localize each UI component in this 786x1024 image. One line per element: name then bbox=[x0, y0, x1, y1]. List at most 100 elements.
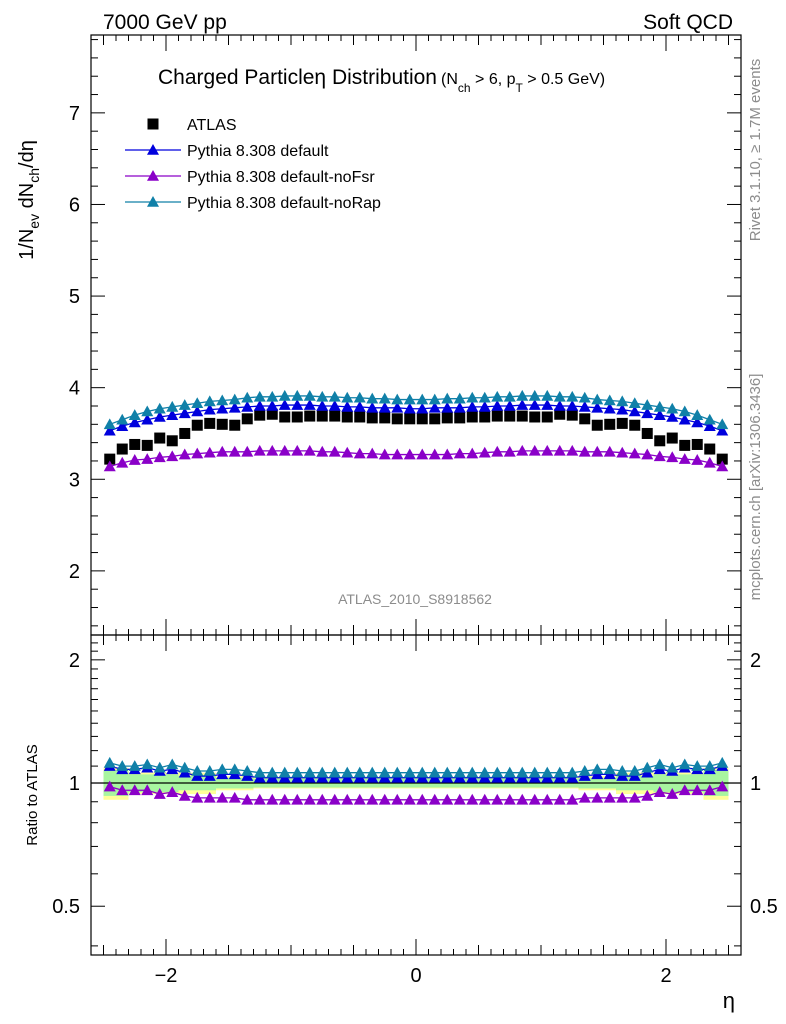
ratio-point bbox=[678, 784, 691, 796]
main-point bbox=[666, 410, 679, 422]
title-cuts: (N bbox=[441, 71, 458, 88]
ratio-point bbox=[278, 766, 291, 778]
ratio-point bbox=[528, 793, 541, 805]
ratio-point bbox=[691, 784, 704, 796]
main-point bbox=[228, 393, 241, 405]
main-point bbox=[216, 394, 229, 406]
main-point bbox=[628, 405, 641, 417]
main-point bbox=[203, 395, 216, 407]
ratio-point bbox=[653, 758, 666, 770]
main-point bbox=[141, 413, 154, 425]
main-point bbox=[116, 456, 129, 468]
ratio-point bbox=[691, 760, 704, 771]
ratio-point bbox=[291, 766, 304, 778]
main-point bbox=[166, 409, 179, 420]
main-point-atlas bbox=[704, 443, 716, 455]
main-point bbox=[341, 400, 354, 412]
main-point bbox=[553, 390, 566, 402]
main-point bbox=[716, 460, 729, 472]
main-point bbox=[191, 447, 204, 459]
ratio-point bbox=[416, 766, 429, 778]
main-point-atlas bbox=[504, 410, 516, 422]
ratio-point bbox=[341, 793, 354, 805]
main-point bbox=[653, 400, 666, 412]
title-cuts-sub2: T bbox=[516, 81, 524, 95]
main-point bbox=[603, 402, 616, 414]
main-point bbox=[403, 402, 416, 414]
main-point-atlas bbox=[366, 412, 378, 424]
ratio-point bbox=[328, 793, 341, 805]
main-point bbox=[553, 444, 566, 456]
main-point bbox=[303, 444, 316, 456]
main-point bbox=[453, 447, 466, 459]
main-point bbox=[603, 394, 616, 406]
main-point bbox=[541, 399, 554, 410]
ratio-point bbox=[353, 793, 366, 805]
main-point bbox=[666, 402, 679, 414]
ratio-point bbox=[203, 765, 216, 776]
chart-title: Charged Particleη Distribution (Nch > 6, … bbox=[158, 66, 605, 95]
main-point bbox=[391, 401, 404, 413]
main-point-atlas bbox=[341, 411, 353, 423]
main-point bbox=[628, 447, 641, 459]
ratio-series bbox=[103, 756, 729, 805]
main-point bbox=[353, 391, 366, 403]
ratio-point bbox=[516, 766, 529, 778]
main-point bbox=[316, 399, 329, 411]
main-point bbox=[491, 399, 504, 411]
main-point-atlas bbox=[166, 435, 178, 447]
main-point bbox=[541, 444, 554, 456]
main-point bbox=[116, 413, 129, 425]
main-point-atlas bbox=[604, 418, 616, 430]
ratio-point bbox=[641, 761, 654, 773]
ratio-point bbox=[453, 793, 466, 805]
x-axis-label: η bbox=[723, 988, 735, 1013]
main-point bbox=[591, 393, 604, 405]
main-point bbox=[291, 389, 304, 401]
ratio-point bbox=[228, 763, 241, 775]
main-point bbox=[528, 399, 541, 410]
main-point-atlas bbox=[204, 417, 216, 429]
ratio-series-line bbox=[109, 765, 723, 779]
main-point bbox=[416, 393, 429, 405]
ratio-point bbox=[503, 793, 516, 805]
ratio-point bbox=[653, 786, 666, 797]
ratio-point bbox=[203, 791, 216, 803]
ratio-point bbox=[553, 793, 566, 805]
main-point-atlas bbox=[141, 439, 153, 451]
mcplots-label: mcplots.cern.ch [arXiv:1306.3436] bbox=[747, 374, 764, 601]
main-point bbox=[553, 399, 566, 411]
legend-label: Pythia 8.308 default-noFsr bbox=[187, 169, 375, 186]
main-point bbox=[178, 407, 191, 419]
ratio-series-line bbox=[109, 762, 723, 774]
header-left: 7000 GeV pp bbox=[103, 11, 227, 34]
ratio-point bbox=[478, 766, 491, 778]
main-point-atlas bbox=[716, 453, 728, 465]
ratio-point bbox=[466, 766, 479, 778]
ratio-point bbox=[678, 758, 691, 770]
main-point-atlas bbox=[354, 411, 366, 423]
main-point bbox=[528, 389, 541, 401]
ratio-point bbox=[253, 793, 266, 805]
ratio-point bbox=[528, 766, 541, 778]
main-point-atlas bbox=[491, 410, 503, 422]
main-point bbox=[666, 451, 679, 463]
legend-label: Pythia 8.308 default-noRap bbox=[187, 195, 381, 212]
main-point bbox=[503, 390, 516, 402]
ratio-point bbox=[241, 793, 254, 805]
main-ylabel: 1/Nev dNch/dη bbox=[16, 140, 42, 260]
main-point bbox=[403, 393, 416, 405]
main-point bbox=[416, 448, 429, 460]
main-point bbox=[391, 448, 404, 460]
title-cuts-sub: ch bbox=[458, 81, 471, 95]
ratio-point bbox=[716, 756, 729, 768]
main-point-atlas bbox=[179, 427, 191, 439]
main-series bbox=[103, 389, 729, 472]
main-point bbox=[503, 445, 516, 457]
main-point-atlas bbox=[291, 411, 303, 423]
main-point bbox=[641, 448, 654, 460]
ratio-ytick-label: 1 bbox=[69, 773, 80, 795]
legend-label: ATLAS bbox=[187, 117, 237, 134]
main-point bbox=[566, 444, 579, 456]
